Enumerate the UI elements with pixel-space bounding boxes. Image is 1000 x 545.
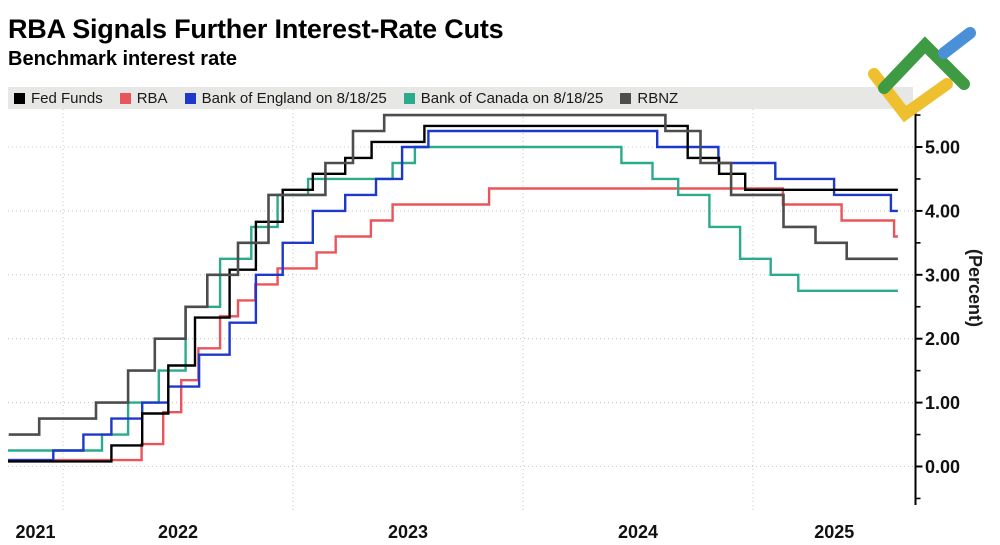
x-year-label: 2022 (158, 522, 198, 542)
litefinance-logo (868, 27, 976, 123)
legend-swatch (119, 92, 131, 104)
y-axis-title: (Percent) (965, 248, 985, 328)
series-line-bank-of-canada-on-8-18-25 (8, 145, 898, 452)
x-year-label: 2025 (814, 522, 854, 542)
y-tick-label: 2.00 (925, 329, 960, 349)
logo-green-chevron (878, 36, 970, 94)
legend-label: Bank of Canada on 8/18/25 (420, 89, 604, 107)
legend-item-fed-funds: Fed Funds (14, 90, 103, 107)
y-tick-label: 3.00 (925, 265, 960, 285)
chart-subtitle: Benchmark interest rate (8, 48, 237, 70)
series-line-rbnz (8, 113, 898, 436)
y-tick-label: 0.00 (925, 457, 960, 477)
series-line-bank-of-england-on-8-18-25 (8, 129, 898, 462)
legend: Fed Funds RBA Bank of England on 8/18/25 Ba… (8, 87, 913, 109)
x-year-label: 2021 (15, 522, 55, 542)
legend-swatch (14, 92, 25, 104)
legend-label: Bank of England on 8/18/25 (201, 89, 387, 107)
y-tick-label: 1.00 (925, 393, 960, 413)
legend-label: RBA (136, 89, 168, 107)
x-year-label: 2024 (618, 522, 658, 542)
series-line-fed-funds (8, 124, 898, 463)
legend-swatch (184, 92, 196, 104)
legend-item-rba: RBA (119, 89, 168, 107)
legend-item-bank-of-england-on-8-18-25: Bank of England on 8/18/25 (184, 89, 387, 107)
legend-item-rbnz: RBNZ (620, 90, 678, 107)
legend-item-bank-of-canada-on-8-18-25: Bank of Canada on 8/18/25 (403, 89, 604, 107)
legend-label: Fed Funds (31, 89, 103, 107)
legend-swatch (403, 92, 415, 104)
logo-blue-stroke (938, 27, 976, 59)
chart-title: RBA Signals Further Interest-Rate Cuts (8, 14, 504, 44)
legend-label: RBNZ (637, 89, 679, 107)
y-tick-label: 5.00 (925, 138, 960, 158)
x-year-label: 2023 (388, 522, 428, 542)
y-tick-label: 4.00 (925, 201, 960, 221)
legend-swatch (620, 92, 632, 104)
